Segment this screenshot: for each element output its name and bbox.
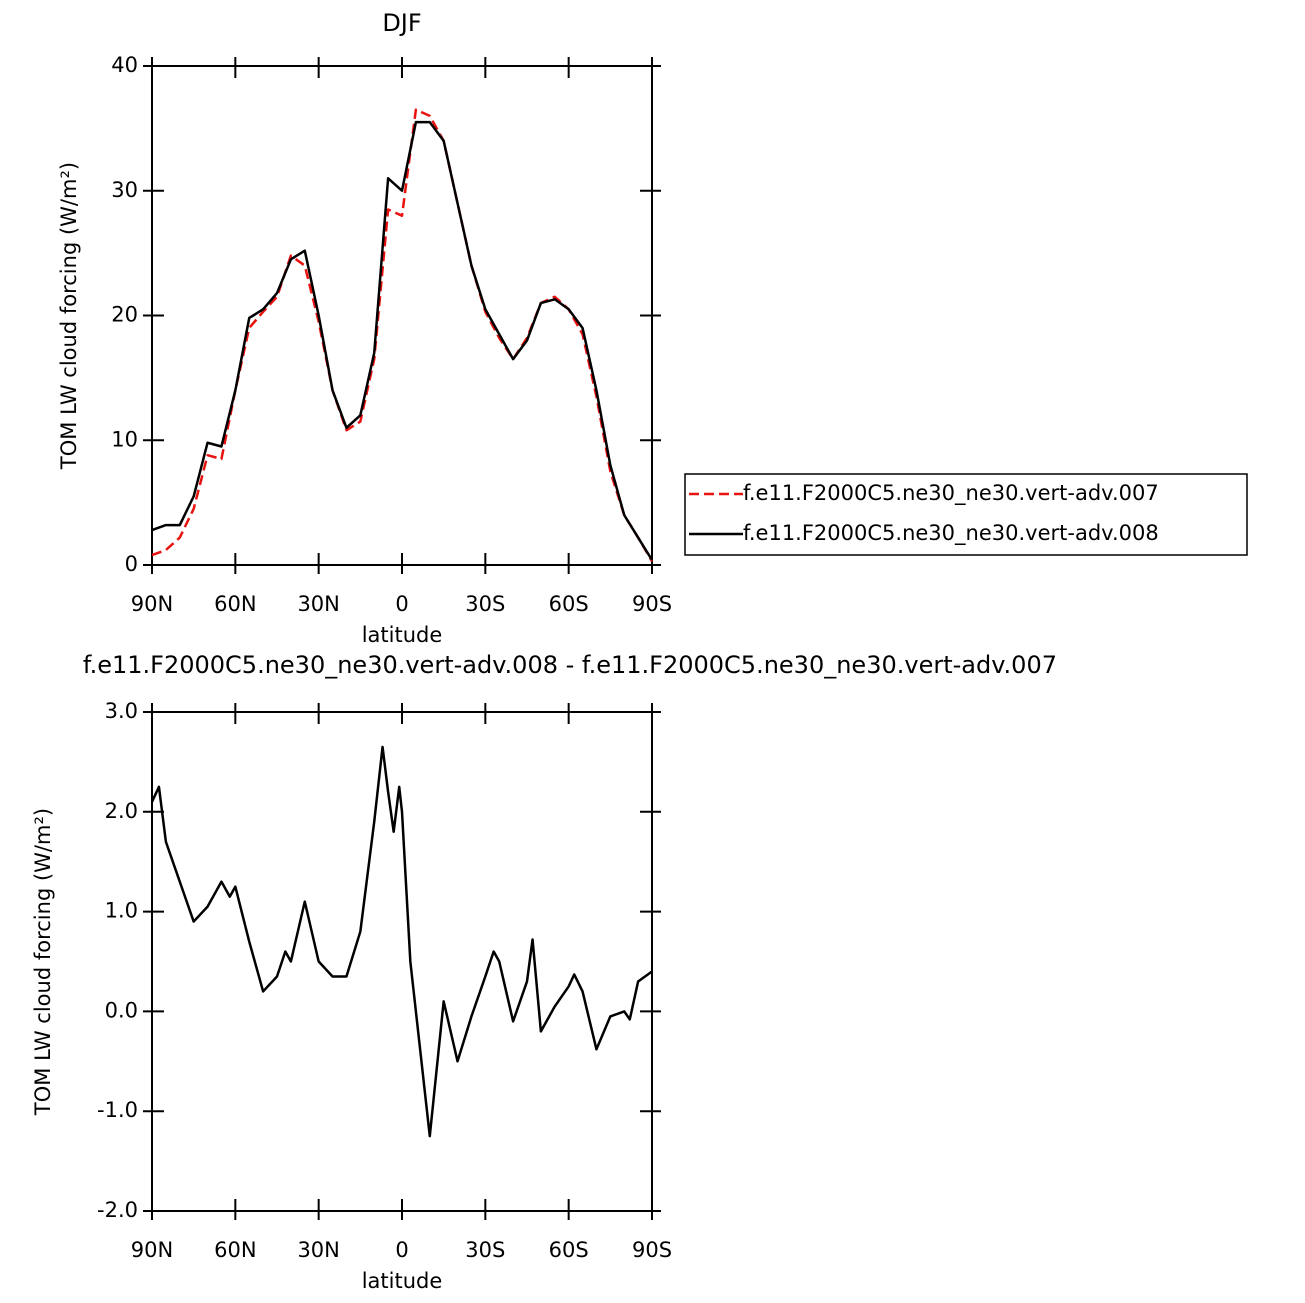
y-tick-label: 1.0 [105,899,138,923]
plot-frame [151,65,653,566]
y-tick-label: 2.0 [105,799,138,823]
x-tick-label: 90S [632,592,672,616]
y-tick-label: -2.0 [97,1198,138,1222]
x-axis-label: latitude [362,623,443,647]
y-tick-label: 10 [111,427,138,451]
x-tick-label: 0 [395,592,408,616]
y-tick-label: 3.0 [105,699,138,723]
x-tick-label: 30N [297,592,339,616]
data-line [151,120,654,561]
plot-frame [151,711,653,1212]
y-axis-label: TOM LW cloud forcing (W/m²) [57,162,81,470]
x-tick-label: 90S [632,1238,672,1262]
legend-label: f.e11.F2000C5.ne30_ne30.vert-adv.007 [743,481,1159,506]
x-tick-label: 90N [131,1238,173,1262]
x-tick-label: 30S [465,1238,505,1262]
y-tick-label: 0 [125,552,138,576]
legend-label: f.e11.F2000C5.ne30_ne30.vert-adv.008 [743,521,1159,546]
y-tick-label: 30 [111,178,138,202]
y-tick-label: 20 [111,303,138,327]
x-tick-label: 90N [131,592,173,616]
x-tick-label: 60S [549,592,589,616]
x-tick-label: 60S [549,1238,589,1262]
x-axis-label: latitude [362,1269,443,1293]
legend-box [684,473,1248,556]
chart-title: DJF [382,9,421,37]
y-tick-label: 0.0 [105,998,138,1022]
x-tick-label: 0 [395,1238,408,1262]
x-tick-label: 30N [297,1238,339,1262]
y-axis-label: TOM LW cloud forcing (W/m²) [31,808,55,1116]
y-tick-label: -1.0 [97,1098,138,1122]
x-tick-label: 30S [465,592,505,616]
y-tick-label: 40 [111,53,138,77]
x-tick-label: 60N [214,1238,256,1262]
x-tick-label: 60N [214,592,256,616]
data-line [150,745,653,1138]
data-line [151,108,654,562]
chart-title: f.e11.F2000C5.ne30_ne30.vert-adv.008 - f… [83,651,1057,679]
